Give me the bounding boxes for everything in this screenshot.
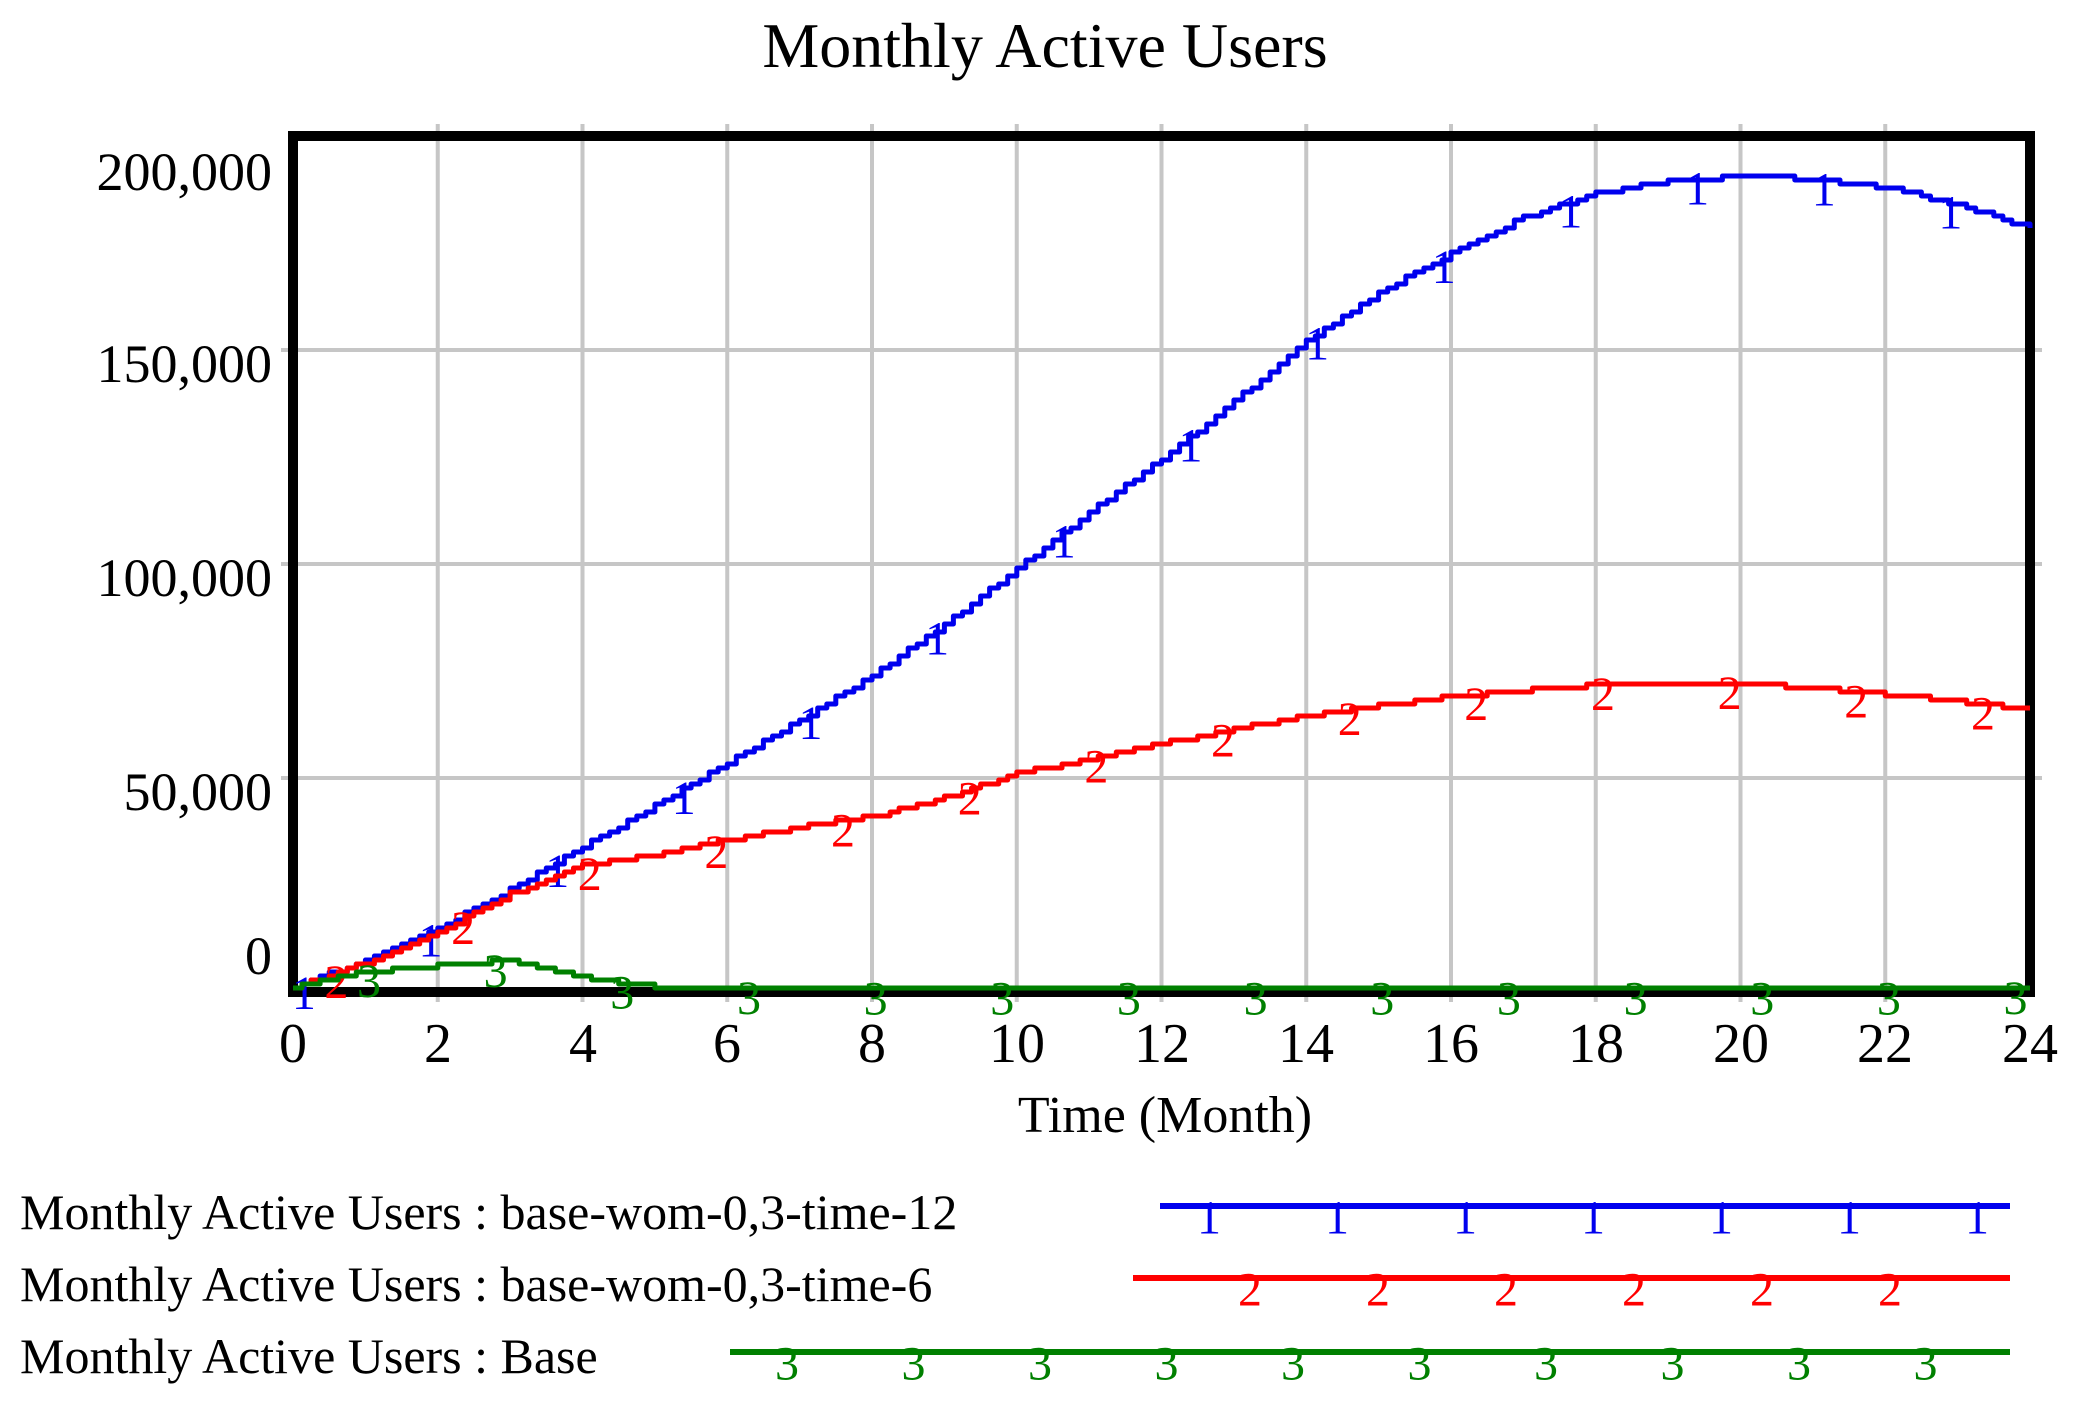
legend-marker-3: 3 — [1408, 1338, 1432, 1391]
y-axis-tick-label: 50,000 — [123, 762, 273, 822]
series-marker-2: 2 — [831, 804, 855, 857]
x-axis-tick-label: 12 — [1134, 1013, 1190, 1075]
x-axis-tick-label: 0 — [279, 1013, 307, 1075]
series-marker-2: 2 — [958, 773, 982, 826]
series-marker-1: 1 — [925, 613, 949, 666]
series-marker-3: 3 — [1117, 973, 1141, 1026]
x-axis-tick-label: 2 — [424, 1013, 452, 1075]
series-marker-1: 1 — [1938, 186, 1962, 239]
legend-marker-2: 2 — [1238, 1264, 1262, 1317]
series-marker-3: 3 — [357, 955, 381, 1008]
x-axis-tick-label: 10 — [989, 1013, 1045, 1075]
legend-label-run-time-6: Monthly Active Users : base-wom-0,3-time… — [20, 1256, 933, 1312]
series-marker-2: 2 — [1844, 676, 1868, 729]
series-marker-3: 3 — [1877, 973, 1901, 1026]
legend-marker-3: 3 — [1281, 1338, 1305, 1391]
series-marker-1: 1 — [292, 967, 316, 1020]
legend-marker-3: 3 — [1661, 1338, 1685, 1391]
legend-label-run-time-12: Monthly Active Users : base-wom-0,3-time… — [20, 1184, 958, 1240]
x-axis-tick-label: 4 — [569, 1013, 597, 1075]
legend-marker-1: 1 — [1453, 1192, 1477, 1245]
legend-marker-3: 3 — [1914, 1338, 1938, 1391]
series-marker-2: 2 — [1338, 693, 1362, 746]
series-marker-3: 3 — [610, 966, 634, 1019]
series-marker-2: 2 — [1464, 678, 1488, 731]
series-marker-2: 2 — [578, 848, 602, 901]
series-line-Base — [293, 957, 2030, 991]
legend-marker-3: 3 — [1534, 1338, 1558, 1391]
series-marker-1: 1 — [1558, 186, 1582, 239]
series-marker-3: 3 — [1497, 973, 1521, 1026]
legend-marker-1: 1 — [1837, 1192, 1861, 1245]
x-axis-tick-label: 24 — [2002, 1013, 2058, 1075]
y-axis-tick-label: 0 — [245, 926, 272, 986]
y-axis-tick-label: 200,000 — [96, 142, 273, 202]
legend-marker-1: 1 — [1197, 1192, 1221, 1245]
x-axis-tick-label: 8 — [858, 1013, 886, 1075]
series-marker-3: 3 — [1370, 973, 1394, 1026]
series-marker-1: 1 — [1179, 420, 1203, 473]
legend-marker-3: 3 — [1787, 1338, 1811, 1391]
series-marker-3: 3 — [1750, 973, 1774, 1026]
legend-marker-1: 1 — [1709, 1192, 1733, 1245]
legend-marker-1: 1 — [1581, 1192, 1605, 1245]
plot-border — [288, 131, 2035, 997]
y-axis-tick-label: 150,000 — [96, 334, 273, 394]
series-marker-3: 3 — [737, 972, 761, 1025]
series-marker-3: 3 — [2004, 972, 2028, 1025]
legend-marker-2: 2 — [1366, 1264, 1390, 1317]
x-axis-tick-label: 6 — [713, 1013, 741, 1075]
series-marker-1: 1 — [799, 697, 823, 750]
series-marker-2: 2 — [451, 902, 475, 955]
legend-marker-2: 2 — [1750, 1264, 1774, 1317]
series-marker-1: 1 — [1432, 241, 1456, 294]
series-marker-2: 2 — [1718, 667, 1742, 720]
legend-marker-2: 2 — [1878, 1264, 1902, 1317]
legend-marker-2: 2 — [1494, 1264, 1518, 1317]
series-marker-3: 3 — [484, 945, 508, 998]
series-marker-3: 3 — [1244, 973, 1268, 1026]
x-axis-tick-label: 16 — [1423, 1013, 1479, 1075]
series-marker-2: 2 — [1084, 741, 1108, 794]
series-marker-1: 1 — [1812, 164, 1836, 217]
x-axis-tick-label: 20 — [1713, 1013, 1769, 1075]
series-line-base-wom-0,3-time-6 — [293, 681, 2030, 991]
series-marker-2: 2 — [1971, 688, 1995, 741]
series-marker-1: 1 — [1052, 516, 1076, 569]
series-marker-3: 3 — [990, 973, 1014, 1026]
series-marker-3: 3 — [1624, 973, 1648, 1026]
series-marker-3: 3 — [864, 973, 888, 1026]
series-marker-1: 1 — [1305, 318, 1329, 371]
legend-marker-3: 3 — [1155, 1338, 1179, 1391]
x-axis-tick-label: 22 — [1857, 1013, 1913, 1075]
legend-marker-1: 1 — [1325, 1192, 1349, 1245]
y-axis-tick-label: 100,000 — [96, 548, 273, 608]
series-marker-2: 2 — [1211, 715, 1235, 768]
legend-marker-3: 3 — [1028, 1338, 1052, 1391]
series-line-base-wom-0,3-time-12 — [293, 173, 2033, 991]
series-marker-1: 1 — [1685, 163, 1709, 216]
chart-title: Monthly Active Users — [762, 10, 1328, 81]
legend-marker-1: 1 — [1965, 1192, 1989, 1245]
legend-label-run-base: Monthly Active Users : Base — [20, 1328, 598, 1384]
series-marker-2: 2 — [704, 826, 728, 879]
legend-marker-3: 3 — [902, 1338, 926, 1391]
x-axis-tick-label: 14 — [1278, 1013, 1334, 1075]
series-marker-1: 1 — [672, 772, 696, 825]
legend-marker-3: 3 — [775, 1338, 799, 1391]
x-axis-title: Time (Month) — [1017, 1087, 1313, 1144]
legend-marker-2: 2 — [1622, 1264, 1646, 1317]
x-axis-tick-label: 18 — [1568, 1013, 1624, 1075]
series-marker-2: 2 — [1591, 668, 1615, 721]
